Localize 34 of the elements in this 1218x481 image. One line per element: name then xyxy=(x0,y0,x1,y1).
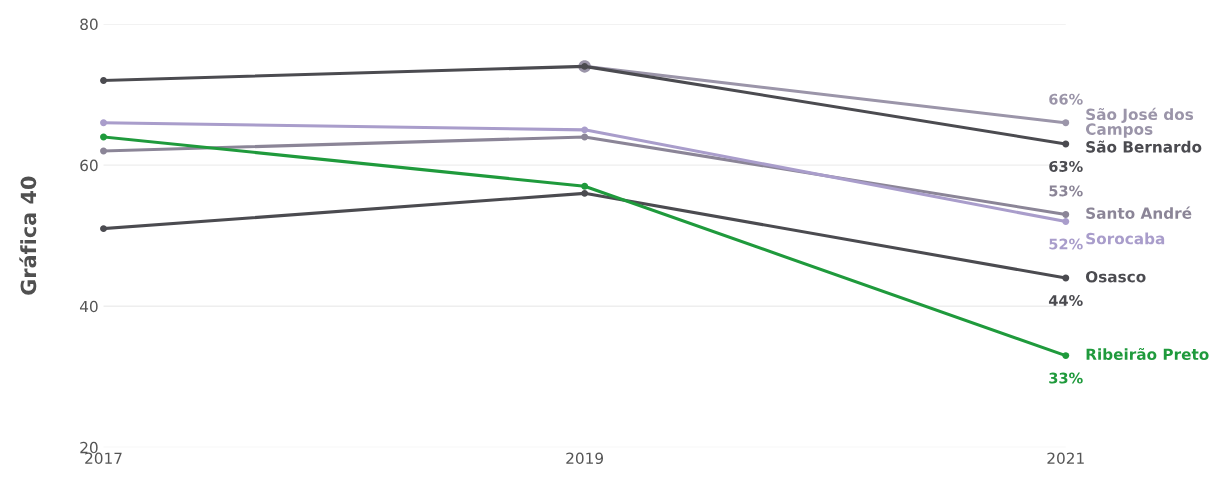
series-label: São José dos Campos xyxy=(1085,107,1194,138)
point xyxy=(1062,274,1070,282)
series-label: São Bernardo xyxy=(1086,140,1202,153)
data-label: 52% xyxy=(1049,238,1083,250)
series-label: Osasco xyxy=(1085,270,1146,283)
series-label: Sorocaba xyxy=(1086,232,1165,245)
data-label: 63% xyxy=(1049,160,1083,172)
y-tick-label: 20 xyxy=(80,441,98,454)
point xyxy=(100,77,107,84)
point xyxy=(1062,218,1070,226)
point xyxy=(100,225,107,233)
series-label: Ribeirão Preto xyxy=(1086,347,1209,361)
point xyxy=(1062,352,1070,360)
y-axis-title: Gráfica 40 xyxy=(19,176,37,295)
x-tick-label: 2021 xyxy=(1047,452,1084,465)
data-label: 33% xyxy=(1049,372,1083,384)
x-tick-label: 2019 xyxy=(566,452,604,465)
point xyxy=(100,119,107,127)
y-tick-label: 80 xyxy=(80,18,98,31)
data-label: 66% xyxy=(1049,93,1083,105)
series-label: Santo André xyxy=(1086,206,1192,219)
point xyxy=(581,133,589,141)
point xyxy=(100,147,107,155)
point xyxy=(581,182,589,190)
point xyxy=(581,126,589,134)
point xyxy=(1062,211,1070,218)
data-label: 44% xyxy=(1048,294,1083,306)
y-tick-label: 60 xyxy=(80,159,98,172)
y-tick-label: 40 xyxy=(79,300,98,313)
point xyxy=(1062,140,1070,148)
x-tick-label: 2017 xyxy=(85,452,122,465)
data-label: 53% xyxy=(1049,185,1083,197)
point xyxy=(100,133,107,141)
point xyxy=(581,189,589,197)
